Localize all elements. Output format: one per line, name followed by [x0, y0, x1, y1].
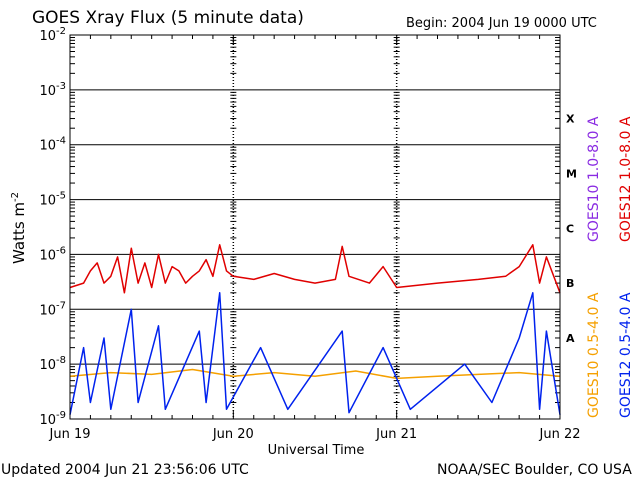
series-line-goes10-0-5-4-0-a — [69, 368, 561, 380]
y-axis-label-exponent: -2 — [10, 192, 21, 202]
y-tick-exponent: -3 — [56, 81, 66, 92]
y-tick-exponent: -4 — [56, 136, 66, 147]
y-tick-base: 10 — [39, 248, 56, 263]
grid-lines — [70, 34, 560, 420]
flare-class-label: M — [566, 167, 577, 180]
series-line-goes12-1-0-8-0-a — [69, 244, 561, 294]
y-tick-label: 10-5 — [39, 191, 66, 209]
y-tick-base: 10 — [39, 303, 56, 318]
y-tick-base: 10 — [39, 194, 56, 209]
y-tick-base: 10 — [39, 29, 56, 44]
x-axis-label: Universal Time — [268, 443, 365, 458]
y-tick-label: 10-8 — [39, 355, 66, 373]
plot-frame — [69, 34, 561, 420]
y-tick-labels: 10-210-310-410-510-610-710-810-9 — [39, 26, 66, 428]
y-axis-label-text: Watts m — [10, 202, 28, 264]
y-tick-label: 10-6 — [39, 245, 66, 263]
flare-class-labels: X M C B A — [566, 113, 577, 345]
y-tick-base: 10 — [39, 358, 56, 373]
legend: GOES10 1.0-8.0 A GOES12 1.0-8.0 A GOES10 0… — [586, 116, 634, 418]
chart-title: GOES Xray Flux (5 minute data) — [32, 8, 304, 28]
y-tick-exponent: -7 — [56, 300, 66, 311]
updated-timestamp: Updated 2004 Jun 21 23:56:06 UTC — [1, 462, 249, 478]
y-tick-exponent: -5 — [56, 191, 66, 202]
x-tick-label: Jun 20 — [212, 427, 254, 442]
y-tick-exponent: -9 — [56, 410, 66, 421]
y-tick-label: 10-7 — [39, 300, 66, 318]
flare-class-label: B — [566, 277, 574, 290]
y-tick-base: 10 — [39, 413, 56, 428]
flare-class-label: C — [566, 222, 574, 235]
x-tick-label: Jun 19 — [49, 427, 91, 442]
x-tick-labels: Jun 19 Jun 20 Jun 21 Jun 22 — [49, 427, 581, 442]
x-tick-label: Jun 22 — [539, 427, 581, 442]
begin-label: Begin: 2004 Jun 19 0000 UTC — [406, 16, 597, 31]
series-lines — [69, 244, 561, 415]
series-line-goes12-0-5-4-0-a — [69, 292, 561, 415]
y-tick-label: 10-9 — [39, 410, 66, 428]
legend-entry: GOES10 0.5-4.0 A — [586, 292, 602, 418]
y-tick-label: 10-3 — [39, 81, 66, 99]
y-tick-base: 10 — [39, 84, 56, 99]
flare-class-label: X — [566, 113, 575, 126]
y-tick-label: 10-4 — [39, 136, 66, 154]
x-tick-label: Jun 21 — [375, 427, 417, 442]
flare-class-label: A — [566, 332, 575, 345]
legend-entry: GOES12 0.5-4.0 A — [618, 292, 634, 418]
legend-entry: GOES12 1.0-8.0 A — [618, 116, 634, 242]
y-tick-exponent: -6 — [56, 245, 66, 256]
y-tick-exponent: -2 — [56, 26, 66, 37]
y-tick-exponent: -8 — [56, 355, 66, 366]
y-tick-base: 10 — [39, 139, 56, 154]
minor-ticks — [69, 35, 561, 419]
credit-text: NOAA/SEC Boulder, CO USA — [437, 462, 632, 478]
y-axis-label: Watts m-2 — [10, 192, 28, 264]
legend-entry: GOES10 1.0-8.0 A — [586, 116, 602, 242]
y-tick-label: 10-2 — [39, 26, 66, 44]
